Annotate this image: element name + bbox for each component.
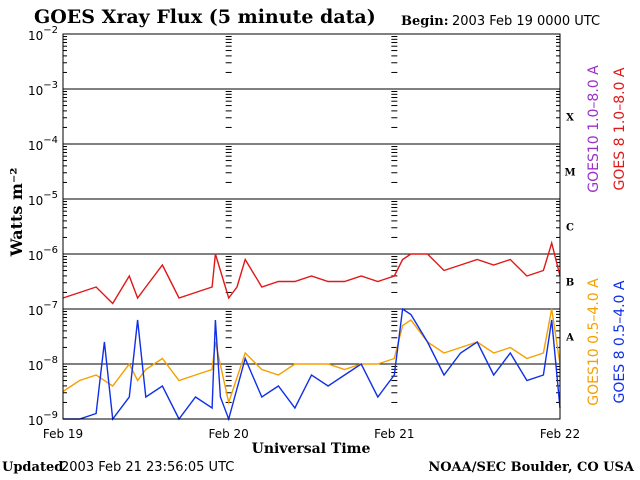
plot-frame	[62, 33, 561, 420]
y-tick-label: 10−5	[28, 190, 58, 208]
legend-label: GOES 8 1.0–8.0 A	[612, 67, 628, 190]
credit-label: NOAA/SEC Boulder, CO USA	[428, 460, 634, 475]
y-tick-label: 10−3	[28, 80, 58, 98]
y-tick-label: 10−6	[28, 245, 58, 263]
legend-label: GOES 8 0.5–4.0 A	[612, 280, 628, 403]
flare-class-label: M	[564, 168, 575, 179]
x-tick-label: Feb 20	[208, 427, 248, 441]
chart-title: GOES Xray Flux (5 minute data)	[34, 6, 376, 28]
flare-class-label: B	[566, 278, 574, 289]
updated-label: Updated	[2, 460, 64, 475]
series-legend: GOES10 1.0–8.0 A GOES 8 1.0–8.0 A GOES10 0…	[586, 65, 628, 406]
series-line-3	[63, 307, 561, 422]
legend-label: GOES10 0.5–4.0 A	[586, 278, 602, 406]
series-line-1	[62, 240, 561, 305]
y-tick-label: 10−8	[28, 355, 58, 373]
flare-class-labels: A B C M X	[564, 113, 575, 344]
flare-class-label: A	[565, 333, 574, 344]
y-tick-label: 10−2	[28, 25, 58, 43]
x-tick-label: Feb 21	[374, 427, 414, 441]
updated-timestamp: 2003 Feb 21 23:56:05 UTC	[61, 460, 235, 475]
begin-value: 2003 Feb 19 0000 UTC	[452, 14, 601, 29]
x-tick-labels: Feb 19 Feb 20 Feb 21 Feb 22	[43, 427, 580, 441]
y-tick-label: 10−9	[28, 410, 58, 428]
y-tick-label: 10−4	[28, 135, 58, 153]
series-layer	[62, 240, 561, 422]
flare-class-label: C	[566, 223, 574, 234]
x-tick-label: Feb 19	[43, 427, 83, 441]
legend-label: GOES10 1.0–8.0 A	[586, 65, 602, 193]
y-axis-title: Watts m⁻²	[7, 168, 26, 258]
flare-class-label: X	[566, 113, 574, 124]
y-tick-labels: 10−9 10−8 10−7 10−6 10−5 10−4 10−3 10−2	[28, 25, 58, 428]
x-tick-label: Feb 22	[540, 427, 580, 441]
begin-label: Begin:	[401, 14, 449, 29]
x-axis-title: Universal Time	[252, 441, 371, 457]
y-tick-label: 10−7	[28, 300, 58, 318]
minor-ticks	[63, 36, 560, 420]
